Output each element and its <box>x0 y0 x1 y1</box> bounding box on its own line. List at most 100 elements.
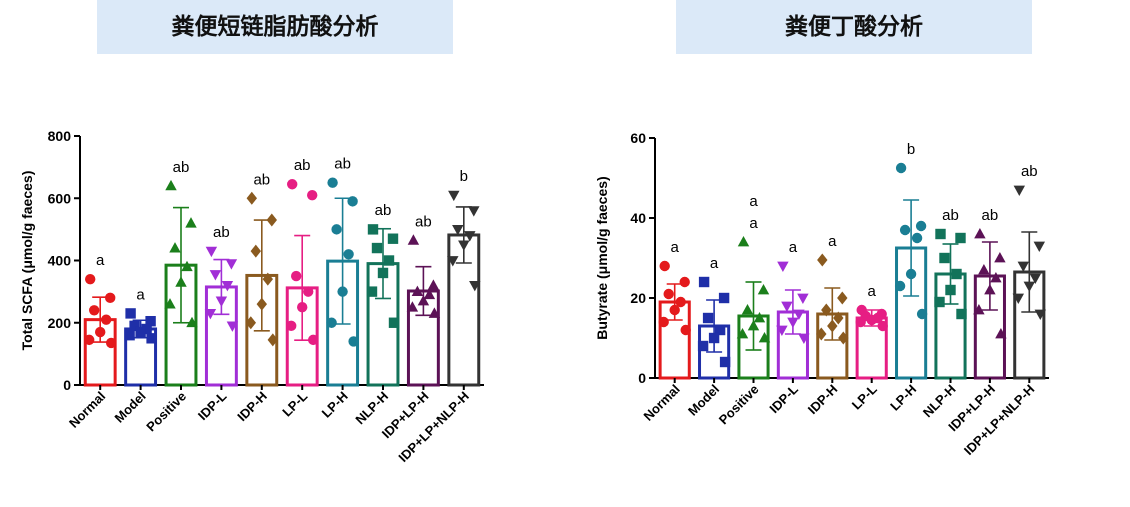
data-point <box>146 333 157 344</box>
data-point <box>85 273 96 285</box>
significance-label: b <box>460 168 468 185</box>
data-point <box>934 296 945 308</box>
data-point <box>697 340 709 352</box>
x-tick-label: LP-L <box>849 381 880 412</box>
data-point <box>978 264 990 275</box>
data-point <box>793 309 805 320</box>
data-point <box>84 334 95 346</box>
bar-group-model: a <box>124 286 158 387</box>
data-point <box>708 332 720 344</box>
data-point <box>226 321 239 332</box>
data-point <box>680 324 691 336</box>
x-tick-label: LP-H <box>887 382 919 414</box>
data-point <box>658 316 669 328</box>
x-tick-label: Positive <box>716 382 762 428</box>
x-tick-label: IDP-H <box>234 389 270 425</box>
data-point <box>1012 293 1025 304</box>
y-tick-label: 0 <box>638 370 646 386</box>
bar-group-positive: ab <box>164 159 198 387</box>
bar-group-normal: a <box>83 252 117 387</box>
significance-label: a <box>789 239 798 256</box>
data-point <box>175 276 187 287</box>
data-point <box>1023 281 1036 292</box>
data-point <box>776 325 788 336</box>
data-point <box>797 293 809 304</box>
x-tick-label: IDP+LP+NLP-H <box>395 389 472 466</box>
data-point <box>747 320 760 331</box>
significance-label: ab <box>1021 163 1038 180</box>
data-point <box>129 320 140 332</box>
x-tick-label: Positive <box>143 389 189 435</box>
data-point <box>945 284 956 296</box>
data-point <box>718 292 730 304</box>
bar <box>204 285 238 387</box>
data-point <box>215 296 228 307</box>
data-point <box>225 259 238 270</box>
data-point <box>679 276 690 288</box>
bar-group-idp-h: ab <box>245 171 279 387</box>
data-point <box>741 304 754 315</box>
x-tick-label: LP-L <box>279 388 310 419</box>
data-point <box>899 224 911 236</box>
data-point <box>106 337 117 349</box>
significance-label: b <box>907 141 915 158</box>
data-point <box>327 177 338 188</box>
bar-group-nlp-h: ab <box>366 202 400 387</box>
x-tick-label: Model <box>112 389 149 426</box>
data-point <box>89 305 100 316</box>
bar-group-lp-l: a <box>855 283 888 380</box>
data-point <box>837 291 848 305</box>
data-point <box>1017 261 1030 272</box>
bar-group-idp-lp-h: ab <box>973 207 1007 380</box>
data-point <box>1029 273 1042 284</box>
data-point <box>973 304 985 315</box>
data-point <box>428 307 441 318</box>
significance-label: ab <box>253 171 270 188</box>
data-point <box>777 261 789 272</box>
data-point <box>308 334 319 346</box>
data-point <box>423 288 436 300</box>
data-point <box>262 272 273 286</box>
y-tick-label: 40 <box>630 210 646 226</box>
bar-group-idp-l: a <box>776 239 810 380</box>
data-point <box>469 280 481 292</box>
data-point <box>1034 309 1047 320</box>
data-point <box>984 284 996 295</box>
data-point <box>135 326 146 338</box>
data-point <box>855 316 866 328</box>
data-point <box>994 252 1006 263</box>
data-point <box>366 286 378 297</box>
data-point <box>105 292 116 304</box>
data-point <box>719 356 731 368</box>
data-point <box>266 213 277 227</box>
significance-label: ab <box>982 207 999 224</box>
chart-total-scfa: 0 200 400 600 800 Total SCFA (μmol/g faeces) a… <box>19 128 484 466</box>
x-tick-label: IDP+LP+NLP-H <box>961 382 1038 459</box>
data-point <box>371 242 383 254</box>
data-point <box>995 328 1007 339</box>
significance-label: ab <box>375 202 392 219</box>
data-point <box>447 256 459 267</box>
bar-group-lp-h: b <box>894 141 928 380</box>
data-point <box>698 276 710 288</box>
significance-label: ab <box>415 213 432 230</box>
significance-label: ab <box>173 159 190 176</box>
data-point <box>798 333 810 344</box>
data-point <box>758 332 771 343</box>
data-point <box>141 323 152 335</box>
data-point <box>204 308 217 320</box>
significance-label: ab <box>294 157 311 174</box>
significance-label: ab <box>213 224 230 241</box>
data-point <box>205 246 218 258</box>
data-point <box>169 242 181 253</box>
y-tick-label: 20 <box>630 290 646 306</box>
data-point <box>331 224 342 235</box>
x-tick-label: Model <box>685 382 722 419</box>
significance-label: a <box>749 193 758 210</box>
data-point <box>209 270 222 281</box>
data-point <box>367 224 379 235</box>
significance-label: ab <box>334 156 351 173</box>
bar-group-positive: aa <box>736 193 771 380</box>
data-point <box>974 228 986 239</box>
y-axis-label: Total SCFA (μmol/g faeces) <box>19 171 35 351</box>
